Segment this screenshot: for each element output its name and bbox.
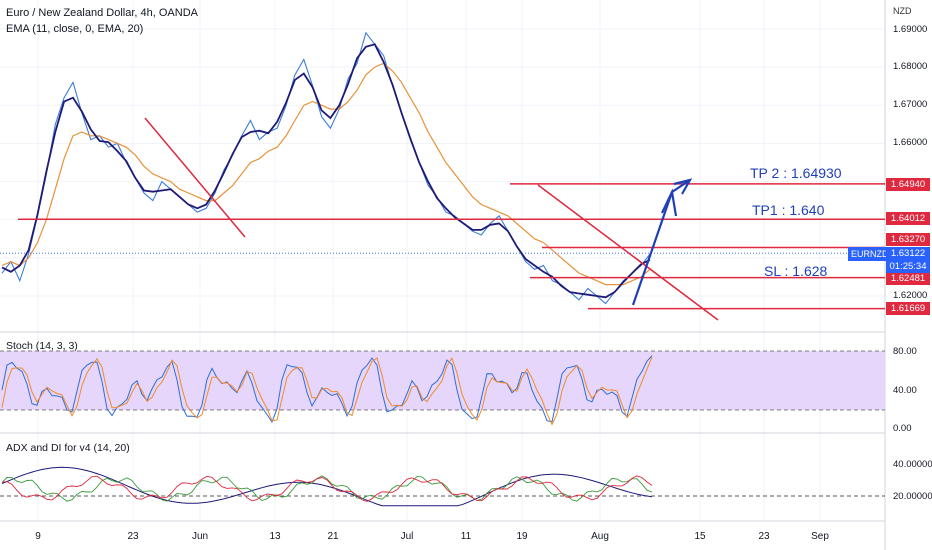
time-label: Aug [591,531,609,542]
price-tick: 1.69000 [893,24,928,35]
price-tag-level: 1.63270 [886,233,930,246]
trend-line [144,117,246,238]
time-label: 23 [127,531,139,542]
adx-series [1,466,653,507]
grid [0,0,885,521]
adx-tick: 40.00000 [893,459,932,470]
price-tick: 1.66000 [893,137,928,148]
time-label: 13 [269,531,281,542]
di-minus-line [1,475,653,502]
price-tag-sl: 1.62481 [886,272,930,285]
time-label: 11 [461,531,472,542]
stoch-tick: 0.00 [893,423,912,434]
symbol-tag: EURNZD [848,247,892,261]
time-label: 9 [35,531,41,542]
arrow-head [673,178,693,195]
currency-label: NZD [893,6,912,16]
arrow-line [631,191,674,306]
stoch-series [1,355,653,426]
stoch-label[interactable]: Stoch (14, 3, 3) [6,340,78,352]
price-tag-low: 1.61669 [886,302,930,315]
time-label: 23 [758,531,770,542]
price-series [1,31,651,305]
stoch-tick: 80.00 [893,346,917,357]
time-label: Sep [811,531,829,542]
current-price-tag: 1.63122 [886,247,930,260]
price-tick: 1.68000 [893,61,928,72]
arrow-line [671,179,691,193]
adx-tick: 20.00000 [893,491,932,502]
stoch-k-line [1,355,653,424]
time-label: 19 [516,531,528,542]
ema-label[interactable]: EMA (11, close, 0, EMA, 20) [6,23,144,35]
tp1-annotation[interactable]: TP1 : 1.640 [752,202,825,218]
stoch-d-line [1,356,653,426]
trend-line [537,184,719,321]
time-axis: 9 23 Jun 13 21 Jul 11 19 Aug 15 23 Sep [35,531,829,542]
stoch-tick: 40.00 [893,385,917,396]
time-label: 21 [327,531,339,542]
price-line [1,31,651,305]
time-label: 15 [694,531,706,542]
arrow-head [661,188,678,217]
time-label: Jul [401,531,414,542]
chart-title: Euro / New Zealand Dollar, 4h, OANDA [6,7,198,19]
price-tick: 1.67000 [893,99,928,110]
di-plus-line [1,475,653,502]
price-tag-tp2: 1.64940 [886,178,930,191]
price-tick: 1.62000 [893,290,928,301]
time-label: Jun [192,531,208,542]
countdown-tag: 01:25:34 [886,260,930,273]
adx-label[interactable]: ADX and DI for v4 (14, 20) [6,442,130,454]
drawings [0,117,885,321]
sl-annotation[interactable]: SL : 1.628 [764,263,828,279]
tp2-annotation[interactable]: TP 2 : 1.64930 [750,165,842,181]
ema-line [1,62,651,286]
adx-line [1,466,653,507]
price-tag-tp1: 1.64012 [886,212,930,225]
smoothed-line [1,43,651,299]
